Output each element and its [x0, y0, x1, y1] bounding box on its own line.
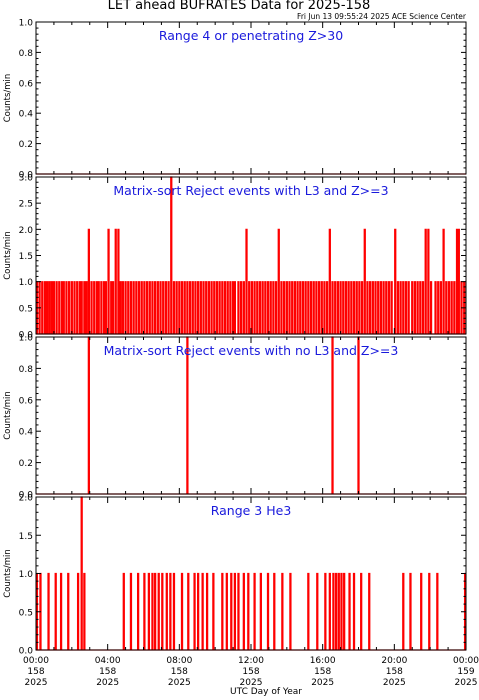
- x-tick-label: 158: [242, 667, 259, 677]
- y-tick-label: 3.0: [19, 174, 34, 184]
- y-tick-label: 1.0: [19, 19, 34, 29]
- y-tick-label: 1.0: [19, 570, 34, 580]
- y-tick-label: 0.6: [19, 79, 34, 89]
- plot-frame: [35, 21, 467, 175]
- y-tick-label: 1.0: [19, 334, 34, 344]
- x-tick-label: 00:00: [23, 656, 49, 666]
- panels-group: 0.0 0.2 0.4 0.6 0.8 1.0 Counts/min Range 4 or p…: [3, 19, 479, 689]
- panel-2: 0.0 0.5 1.0 1.5 2.0 2.5 3.0 Counts/min Matrix-so…: [3, 174, 467, 341]
- y-tick-label: 1.0: [19, 278, 34, 288]
- y-tick-label: 1.5: [19, 532, 33, 542]
- chart-title: LET ahead BUFRATES Data for 2025-158: [108, 0, 371, 13]
- y-tick-label: 0.6: [19, 396, 34, 406]
- y-tick-label: 2.5: [19, 200, 33, 210]
- data-series-line: [35, 176, 466, 335]
- x-tick-label: 159: [457, 667, 474, 677]
- x-tick-label: 2025: [168, 678, 191, 688]
- x-tick-label: 158: [27, 667, 44, 677]
- x-tick-label: 2025: [240, 678, 263, 688]
- panel-title: Range 4 or penetrating Z>30: [159, 28, 343, 43]
- panel-title: Matrix-sort Reject events with no L3 and…: [104, 343, 399, 358]
- x-tick-label: 2025: [383, 678, 406, 688]
- x-axis-label: UTC Day of Year: [230, 687, 302, 697]
- y-tick-label: 2.0: [19, 494, 34, 504]
- y-axis-label: Counts/min: [3, 549, 13, 598]
- x-tick-label: 158: [386, 667, 403, 677]
- timestamp-label: Fri Jun 13 09:55:24 2025 ACE Science Cen…: [297, 12, 467, 21]
- y-tick-label: 0.5: [19, 608, 33, 618]
- x-tick-label: 04:00: [95, 656, 121, 666]
- y-axis-label: Counts/min: [3, 231, 13, 280]
- x-tick-label: 20:00: [381, 656, 407, 666]
- plot-frame: [35, 336, 467, 495]
- panel-title: Matrix-sort Reject events with L3 and Z>…: [113, 183, 388, 198]
- x-tick-label: 12:00: [238, 656, 264, 666]
- x-tick-label: 08:00: [166, 656, 192, 666]
- y-tick-label: 2.0: [19, 226, 34, 236]
- x-tick-label: 2025: [96, 678, 119, 688]
- panel-3: 0.0 0.2 0.4 0.6 0.8 1.0 Counts/min Matrix-sort …: [3, 334, 467, 501]
- y-tick-label: 1.5: [19, 252, 33, 262]
- y-tick-label: 0.0: [19, 647, 34, 657]
- y-axis-label: Counts/min: [3, 74, 13, 123]
- x-tick-label: 16:00: [310, 656, 336, 666]
- data-series-line: [35, 496, 467, 651]
- y-tick-label: 0.0: [19, 171, 34, 181]
- y-tick-label: 0.0: [19, 491, 34, 501]
- x-tick-label: 158: [171, 667, 188, 677]
- y-axis-label: Counts/min: [3, 391, 13, 440]
- plot-frame: [35, 496, 467, 651]
- x-tick-label: 158: [99, 667, 116, 677]
- y-tick-label: 0.4: [19, 428, 34, 438]
- y-tick-label: 0.2: [19, 140, 33, 150]
- x-tick-label: 00:00: [453, 656, 479, 666]
- x-tick-label: 158: [314, 667, 331, 677]
- y-tick-label: 0.8: [19, 365, 34, 375]
- panel-1: 0.0 0.2 0.4 0.6 0.8 1.0 Counts/min Range 4 or p…: [3, 19, 467, 181]
- y-tick-label: 0.2: [19, 459, 33, 469]
- y-tick-label: 0.8: [19, 49, 34, 59]
- x-tick-label: 2025: [311, 678, 334, 688]
- x-tick-label: 2025: [455, 678, 478, 688]
- y-tick-label: 0.4: [19, 110, 34, 120]
- y-tick-label: 0.0: [19, 331, 34, 341]
- panel-title: Range 3 He3: [211, 503, 292, 518]
- panel-4: 0.0 0.5 1.0 1.5 2.0 Counts/min Range 3 He3: [3, 494, 467, 657]
- data-series-line: [36, 336, 466, 495]
- y-tick-label: 0.5: [19, 304, 33, 314]
- x-tick-label: 2025: [25, 678, 48, 688]
